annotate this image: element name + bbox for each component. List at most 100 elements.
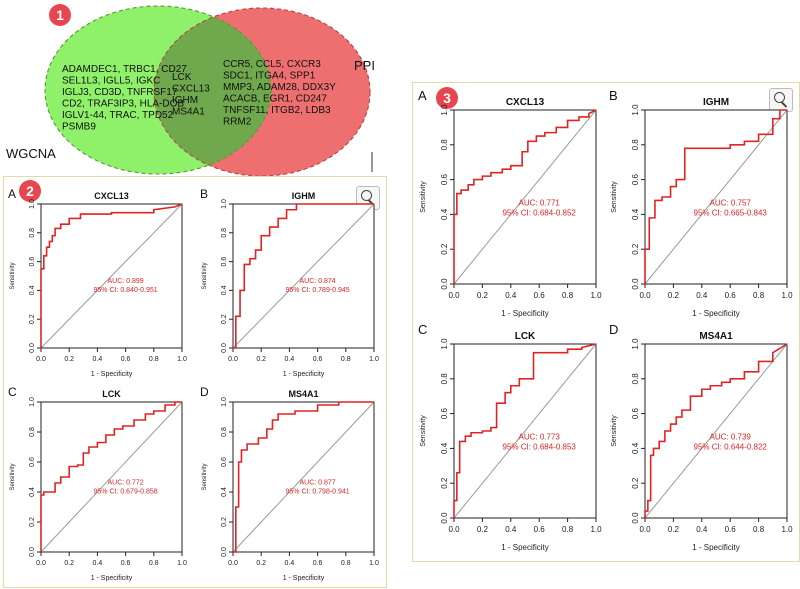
x-tick-label: 0.8 xyxy=(753,525,765,534)
ppi-gene-line: SDC1, ITGA4, SPP1 xyxy=(223,71,316,82)
y-axis-label: Sensitivity xyxy=(202,463,208,490)
roc-curve xyxy=(40,203,183,348)
x-tick-label: 0.6 xyxy=(121,560,131,567)
y-tick-label: 0.6 xyxy=(631,173,640,185)
x-tick-label: 1.0 xyxy=(781,525,793,534)
y-tick-label: 1.0 xyxy=(631,104,640,116)
x-tick-label: 0.8 xyxy=(149,560,159,567)
x-tick-label: 0.8 xyxy=(562,525,574,534)
x-tick-label: 0.2 xyxy=(668,525,680,534)
plot-title: IGHM xyxy=(292,191,316,201)
x-tick-label: 0.4 xyxy=(505,525,517,534)
badge-3: 3 xyxy=(436,87,458,109)
y-tick-label: 0.6 xyxy=(440,173,449,185)
overlap-region xyxy=(154,8,271,174)
y-tick-label: 0.4 xyxy=(440,208,449,220)
y-axis-label: Sensitivity xyxy=(10,262,16,289)
y-tick-label: 0.0 xyxy=(221,343,228,353)
x-tick-label: 1.0 xyxy=(369,560,379,567)
y-tick-label: 0.2 xyxy=(440,477,449,489)
roc-curve xyxy=(644,109,787,284)
y-tick-label: 0.0 xyxy=(631,278,640,290)
reference-diagonal xyxy=(232,203,375,349)
y-tick-label: 0.6 xyxy=(29,457,36,467)
y-tick-label: 1.0 xyxy=(221,397,228,407)
x-tick-label: 0.4 xyxy=(696,525,708,534)
ppi-gene-line: RRM2 xyxy=(223,117,252,128)
x-tick-label: 0.2 xyxy=(256,356,266,363)
ppi-gene-line: MMP3, ADAM28, DDX3Y xyxy=(223,82,336,93)
shared-gene: CXCL13 xyxy=(172,84,210,95)
wgcna-gene-line: IGLV1-44, TRAC, TPD52 xyxy=(62,110,174,121)
magnifier-icon xyxy=(361,190,372,201)
x-tick-label: 0.4 xyxy=(505,291,517,300)
x-tick-label: 0.0 xyxy=(448,291,460,300)
x-axis-label: 1 - Specificity xyxy=(692,309,740,318)
y-tick-label: 0.6 xyxy=(440,407,449,419)
x-tick-label: 0.8 xyxy=(753,291,765,300)
roc-curve xyxy=(644,343,788,518)
y-tick-label: 0.4 xyxy=(221,487,228,497)
ci-label: 95% CI: 0.684-0.852 xyxy=(503,209,577,218)
roc-plot-panel3-a: 0.0 0.2 0.4 0.6 0.8 1.0 0.0 0.2 0.4 0.6 0.8 1.0 1 - … xyxy=(418,88,602,318)
y-axis-label: Sensitivity xyxy=(420,415,427,447)
wgcna-gene-line: SEL1L3, IGLL5, IGKC xyxy=(62,76,160,87)
x-axis-label: 1 - Specificity xyxy=(692,543,740,552)
x-tick-label: 0.8 xyxy=(149,356,159,363)
plot-title: LCK xyxy=(102,389,121,399)
y-tick-label: 1.0 xyxy=(440,104,449,116)
zoom-magnifier-button[interactable] xyxy=(769,88,793,112)
auc-label: AUC: 0.757 xyxy=(710,199,752,208)
y-tick-label: 1.0 xyxy=(29,199,36,209)
y-tick-label: 0.4 xyxy=(631,442,640,454)
roc-curve xyxy=(233,401,374,553)
roc-plot-panel2-c: 0.0 0.2 0.4 0.6 0.8 1.0 0.0 0.2 0.4 0.6 0.8 1.0 1 - … xyxy=(8,385,187,582)
panel-letter: B xyxy=(200,187,208,201)
x-tick-label: 0.2 xyxy=(668,291,680,300)
ci-label: 95% CI: 0.789-0.945 xyxy=(285,287,349,294)
y-tick-label: 0.4 xyxy=(29,285,36,295)
reference-diagonal xyxy=(644,343,788,519)
y-tick-label: 0.0 xyxy=(440,512,449,524)
x-tick-label: 0.2 xyxy=(477,525,489,534)
wgcna-gene-line: IGLJ3, CD3D, TNFRSF17 xyxy=(62,87,178,98)
panel-letter: A xyxy=(8,187,16,201)
plot-title: MS4A1 xyxy=(288,389,318,399)
roc-plot-panel2-b: 0.0 0.2 0.4 0.6 0.8 1.0 0.0 0.2 0.4 0.6 0.8 1.0 1 - … xyxy=(200,187,379,378)
y-tick-label: 0.8 xyxy=(440,373,449,385)
auc-label: AUC: 0.771 xyxy=(519,199,561,208)
y-tick-label: 0.8 xyxy=(631,373,640,385)
x-tick-label: 0.4 xyxy=(285,560,295,567)
reference-diagonal xyxy=(453,109,597,285)
ppi-gene-line: CCR5, CCL5, CXCR3 xyxy=(223,59,321,70)
x-tick-label: 0.2 xyxy=(256,560,266,567)
roc-plot-panel2-a: 0.0 0.2 0.4 0.6 0.8 1.0 0.0 0.2 0.4 0.6 0.8 1.0 1 - … xyxy=(8,187,187,378)
y-tick-label: 1.0 xyxy=(631,338,640,350)
y-tick-label: 0.4 xyxy=(631,208,640,220)
ppi-gene-line: TNFSF11, ITGB2, LDB3 xyxy=(223,105,331,116)
wgcna-gene-line: PSMB9 xyxy=(62,122,96,133)
x-tick-label: 0.2 xyxy=(477,291,489,300)
shared-gene: LCK xyxy=(172,72,192,83)
x-axis-label: 1 - Specificity xyxy=(283,575,325,582)
plot-title: CXCL13 xyxy=(506,97,545,108)
y-tick-label: 0.8 xyxy=(221,427,228,437)
y-tick-label: 0.2 xyxy=(631,477,640,489)
x-axis-label: 1 - Specificity xyxy=(91,575,133,582)
plot-title: MS4A1 xyxy=(699,331,733,342)
panel-letter: B xyxy=(609,88,618,103)
panel-letter: A xyxy=(418,88,427,103)
x-tick-label: 0.8 xyxy=(562,291,574,300)
y-axis-label: Sensitivity xyxy=(611,415,618,447)
x-tick-label: 0.6 xyxy=(534,525,546,534)
x-tick-label: 1.0 xyxy=(369,356,379,363)
y-tick-label: 0.2 xyxy=(440,243,449,255)
roc-plot-panel3-c: 0.0 0.2 0.4 0.6 0.8 1.0 0.0 0.2 0.4 0.6 0.8 1.0 1 - … xyxy=(418,322,602,552)
x-tick-label: 0.4 xyxy=(93,560,103,567)
ci-label: 95% CI: 0.679-0.858 xyxy=(93,489,157,496)
y-tick-label: 0.6 xyxy=(631,407,640,419)
x-tick-label: 0.6 xyxy=(725,525,737,534)
x-tick-label: 0.6 xyxy=(725,291,737,300)
y-tick-label: 0.4 xyxy=(221,285,228,295)
